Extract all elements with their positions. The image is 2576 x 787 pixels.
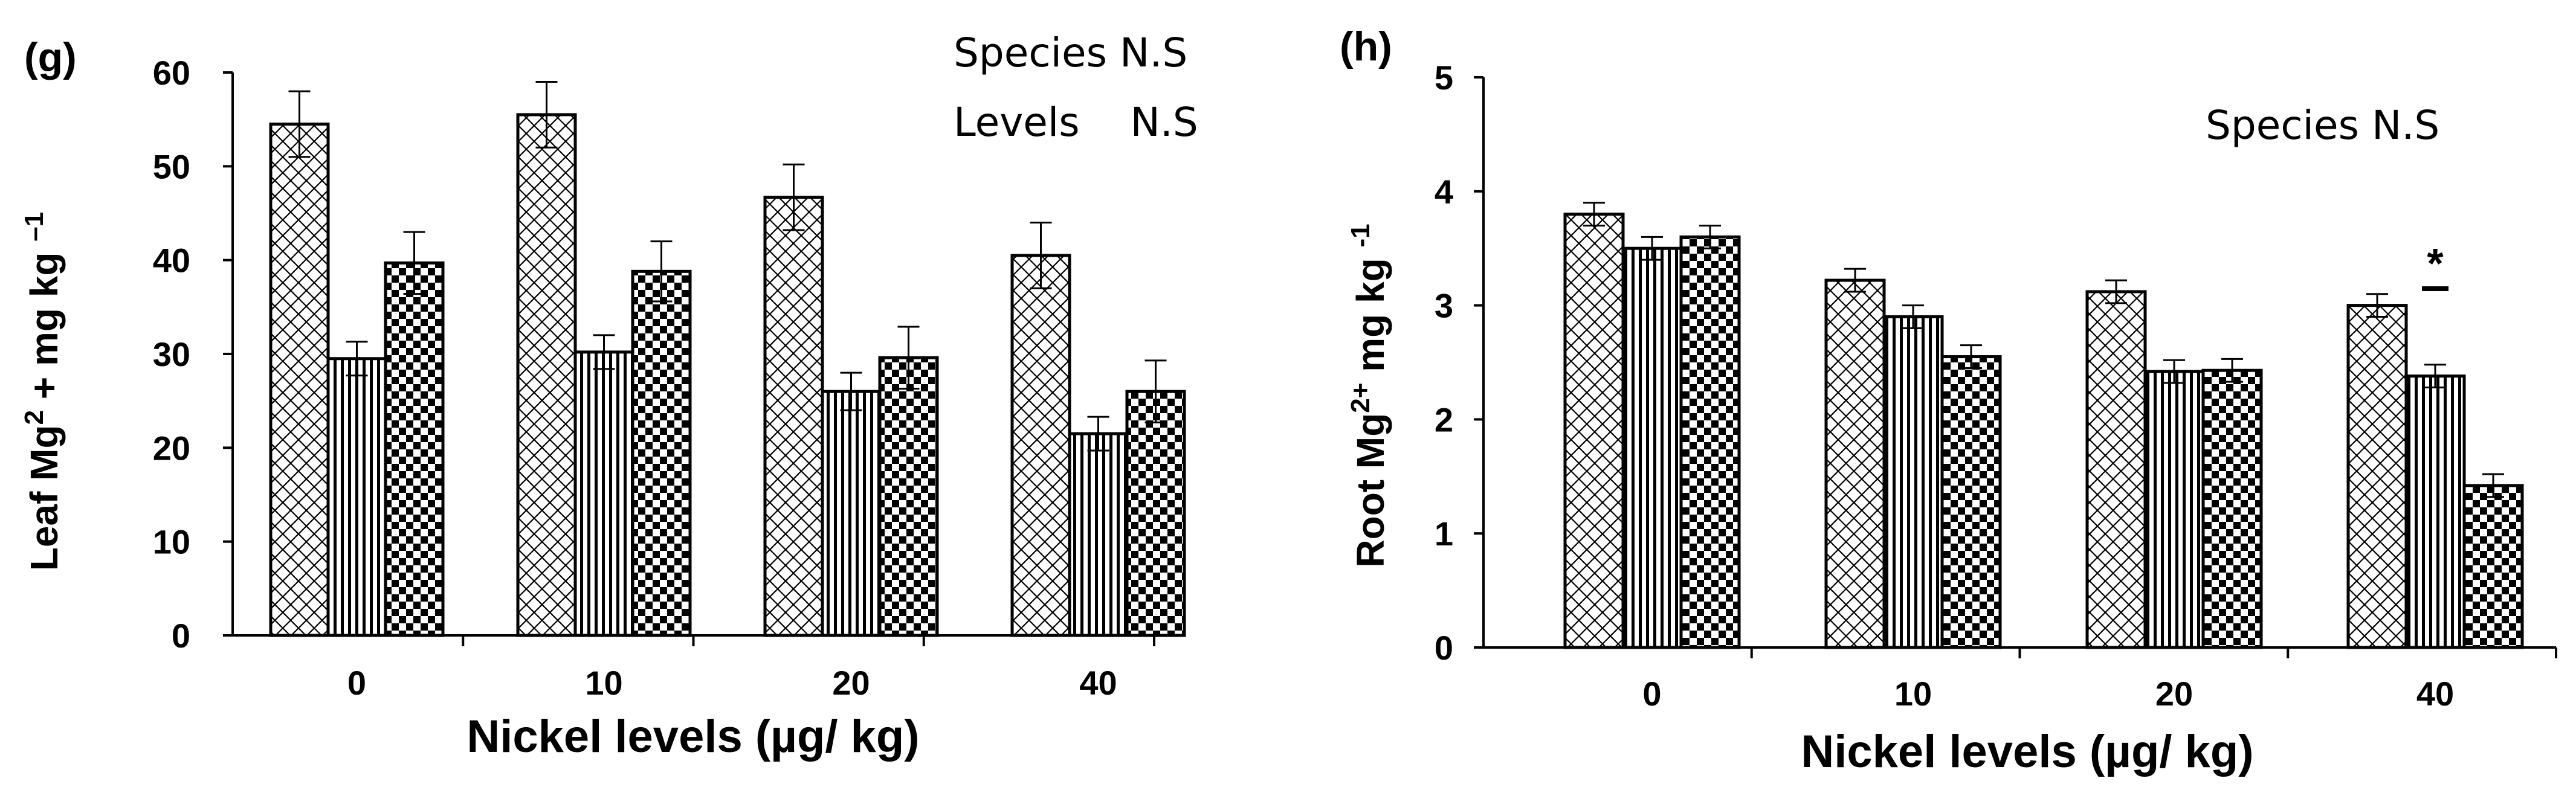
y-tick-label: 3 bbox=[1435, 287, 1453, 325]
bar-species-2-vertical-40 bbox=[2404, 374, 2466, 649]
y-tick-label: 40 bbox=[153, 242, 190, 280]
y-axis-title-h: Root Mg2+ mg kg -1 bbox=[1346, 223, 1392, 567]
bar-species-3-checker-10 bbox=[1940, 355, 2002, 649]
panel-label-g: (g) bbox=[24, 34, 77, 80]
y-axis-title-h-part-1: Root Mg bbox=[1349, 413, 1392, 568]
annotation-species-ns-g: Species N.S bbox=[954, 30, 1187, 76]
y-axis-title-h-sup-1: 2+ bbox=[1346, 383, 1375, 413]
y-tick-label: 60 bbox=[153, 54, 190, 92]
y-tick-label: 2 bbox=[1435, 400, 1453, 438]
y-axis-title-h-part-2: mg kg bbox=[1349, 248, 1392, 383]
y-axis-title-g: Leaf Mg2 + mg kg –1 bbox=[19, 212, 66, 571]
bar-species-2-vertical-0 bbox=[326, 357, 387, 637]
bar-species-1-crosshatch-0 bbox=[1563, 213, 1625, 649]
y-axis-title-g-part-1: Leaf Mg bbox=[22, 425, 66, 571]
bar-species-3-checker-0 bbox=[384, 261, 445, 637]
bar-species-3-checker-40 bbox=[2462, 484, 2524, 649]
bar-species-1-crosshatch-20 bbox=[2085, 290, 2147, 649]
y-axis-title-g-sup-1: 2 bbox=[19, 410, 49, 425]
x-tick-label: 10 bbox=[1894, 675, 1932, 713]
x-tick-label: 10 bbox=[585, 664, 622, 702]
y-tick-label: 4 bbox=[1435, 173, 1453, 211]
bar-species-1-crosshatch-40 bbox=[2346, 304, 2408, 649]
y-axis-title-h-sup-2: -1 bbox=[1346, 223, 1375, 247]
bar-species-1-crosshatch-20 bbox=[763, 196, 824, 637]
bar-species-3-checker-40 bbox=[1125, 390, 1186, 637]
bar-species-1-crosshatch-40 bbox=[1010, 254, 1071, 637]
x-axis-title-h: Nickel levels (µg/ kg) bbox=[1801, 726, 2253, 777]
y-tick-label: 0 bbox=[172, 617, 190, 655]
annotation-species-ns-h: Species N.S bbox=[2206, 102, 2439, 149]
y-tick-label: 20 bbox=[153, 429, 190, 467]
y-tick-label: 1 bbox=[1435, 515, 1453, 553]
bar-species-3-checker-10 bbox=[631, 269, 692, 637]
bar-species-2-vertical-0 bbox=[1621, 246, 1683, 649]
annotation-levels-ns-g: Levels N.S bbox=[954, 99, 1198, 146]
bar-species-2-vertical-10 bbox=[573, 350, 634, 637]
bar-species-2-vertical-20 bbox=[2143, 370, 2205, 649]
bar-species-2-vertical-20 bbox=[821, 390, 882, 637]
bar-species-3-checker-20 bbox=[878, 356, 939, 637]
x-axis-title-g: Nickel levels (µg/ kg) bbox=[466, 711, 919, 762]
y-tick-label: 30 bbox=[153, 335, 190, 373]
y-tick-label: 50 bbox=[153, 147, 190, 185]
y-axis-title-g-sup-2: –1 bbox=[19, 212, 49, 242]
chart-panel-g: (g) Species N.S Levels N.S Nickel levels… bbox=[19, 30, 1198, 762]
x-tick-label: 40 bbox=[1079, 664, 1117, 702]
x-tick-label: 20 bbox=[832, 664, 870, 702]
bar-species-1-crosshatch-10 bbox=[1824, 278, 1886, 649]
y-tick-label: 10 bbox=[153, 523, 190, 561]
y-tick-label: 5 bbox=[1435, 59, 1453, 97]
x-tick-label: 0 bbox=[1642, 675, 1661, 713]
bar-species-1-crosshatch-0 bbox=[269, 122, 330, 637]
bar-species-3-checker-20 bbox=[2201, 368, 2263, 649]
x-tick-label: 40 bbox=[2416, 675, 2454, 713]
x-tick-label: 0 bbox=[347, 664, 366, 702]
y-axis-title-g-part-2: + mg kg bbox=[22, 242, 66, 410]
bar-species-2-vertical-40 bbox=[1068, 432, 1129, 637]
bar-species-2-vertical-10 bbox=[1882, 315, 1944, 649]
y-tick-label: 0 bbox=[1435, 629, 1453, 667]
chart-panel-h: (h) Species N.S Nickel levels (µg/ kg) R… bbox=[1340, 24, 2557, 777]
bar-species-1-crosshatch-10 bbox=[516, 113, 577, 637]
bar-species-3-checker-0 bbox=[1679, 235, 1741, 649]
x-tick-label: 20 bbox=[2155, 675, 2193, 713]
panel-label-h: (h) bbox=[1340, 24, 1392, 69]
significance-star: * bbox=[2427, 240, 2444, 287]
